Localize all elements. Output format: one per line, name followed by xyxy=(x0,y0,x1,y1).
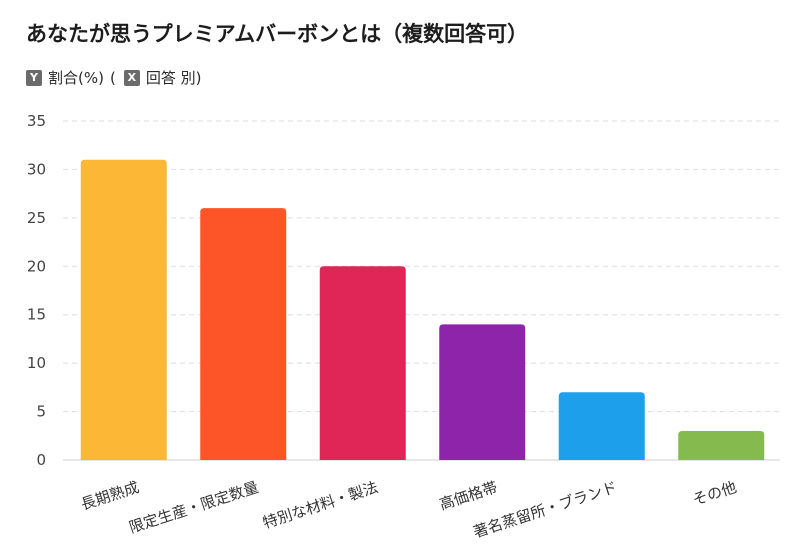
y-axis-badge: Y xyxy=(26,69,42,86)
bar[interactable] xyxy=(319,266,406,460)
y-tick-label: 20 xyxy=(27,257,46,275)
y-tick-label: 25 xyxy=(27,209,46,227)
bar[interactable] xyxy=(678,430,765,460)
bars xyxy=(80,159,765,460)
y-tick-labels: 0 5 10 15 20 25 30 35 xyxy=(27,112,46,469)
y-axis-label: 割合(%) xyxy=(48,69,104,87)
x-tick-label: その他 xyxy=(690,478,738,509)
y-tick-label: 15 xyxy=(27,306,46,324)
y-tick-label: 5 xyxy=(36,403,46,421)
bar[interactable] xyxy=(558,392,645,460)
x-tick-label: 高価格帯 xyxy=(437,478,500,514)
x-axis-badge: X xyxy=(123,69,140,86)
x-tick-label: 限定生産・限定数量 xyxy=(127,478,261,537)
bar[interactable] xyxy=(439,324,526,460)
axis-legend: Y 割合(%) ( X 回答 別) xyxy=(26,67,201,88)
x-axis-label: 回答 別) xyxy=(145,69,202,87)
paren-open: ( xyxy=(109,68,116,87)
y-tick-label: 35 xyxy=(27,112,46,130)
x-tick-label: 特別な材料・製法 xyxy=(261,478,381,532)
y-tick-label: 30 xyxy=(27,160,46,178)
bar[interactable] xyxy=(80,159,167,460)
gridlines xyxy=(63,120,780,461)
y-tick-label: 10 xyxy=(27,354,46,372)
chart-title: あなたが思うプレミアムバーボンとは（複数回答可） xyxy=(26,22,529,46)
bar[interactable] xyxy=(200,208,287,460)
y-tick-label: 0 xyxy=(36,451,46,469)
x-tick-label: 長期熟成 xyxy=(79,478,142,514)
